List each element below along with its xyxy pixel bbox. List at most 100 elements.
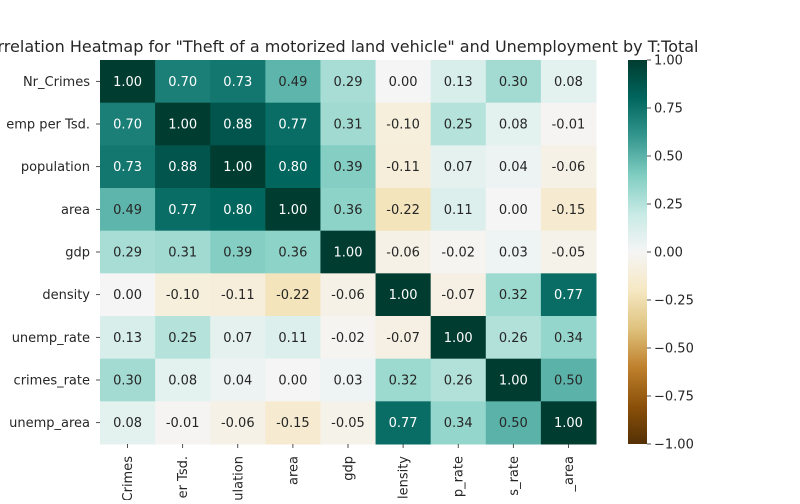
heatmap-cell: [210, 273, 266, 317]
heatmap-cell: [155, 316, 211, 360]
heatmap-cell: [485, 273, 542, 317]
heatmap-cell: [375, 145, 432, 189]
row-label: density: [42, 288, 90, 303]
cell-value-label: 0.08: [113, 416, 142, 431]
heatmap-cell: [265, 145, 321, 189]
colorbar-tick-label: 0.25: [654, 198, 683, 213]
heatmap-cell: [375, 401, 432, 445]
heatmap-cell: [320, 358, 377, 402]
cell-value-label: 0.80: [223, 203, 252, 218]
heatmap-cell: [375, 102, 432, 146]
cell-value-label: 0.07: [444, 160, 473, 175]
cell-value-label: 1.00: [278, 203, 307, 218]
heatmap-cell: [540, 60, 597, 104]
heatmap-cell: [485, 316, 542, 360]
row-label: crimes_rate: [14, 374, 90, 389]
heatmap-cell: [485, 60, 542, 104]
cell-value-label: 0.00: [113, 288, 142, 303]
cell-value-label: 0.80: [278, 160, 307, 175]
cell-value-label: 0.08: [168, 374, 197, 389]
heatmap-cell: [100, 358, 156, 402]
heatmap-cell: [320, 316, 377, 360]
cell-value-label: -0.01: [166, 416, 200, 431]
cell-value-label: 1.00: [444, 331, 473, 346]
heatmap-cell: [100, 102, 156, 146]
heatmap-cell: [375, 316, 432, 360]
cell-value-label: 0.00: [278, 374, 307, 389]
cell-value-label: 0.30: [499, 75, 528, 90]
cell-value-label: 0.04: [499, 160, 528, 175]
cell-value-label: 0.49: [278, 75, 307, 90]
cell-value-label: 0.03: [334, 374, 363, 389]
cell-value-label: 1.00: [334, 246, 363, 261]
heatmap-cell: [265, 230, 321, 274]
cell-value-label: -0.06: [386, 246, 420, 261]
cell-value-label: -0.02: [441, 246, 475, 261]
heatmap-cell: [155, 145, 211, 189]
colorbar-tick-label: 0.75: [654, 102, 683, 117]
colorbar-gradient: [628, 60, 647, 444]
column-label: gdp: [342, 456, 357, 481]
cell-value-label: -0.05: [552, 246, 586, 261]
heatmap-cell: [210, 60, 266, 104]
cell-value-label: 0.88: [223, 118, 252, 133]
cell-value-label: 0.31: [334, 118, 363, 133]
colorbar-tick-label: −0.75: [654, 390, 694, 405]
heatmap-cell: [375, 188, 432, 232]
heatmap-cell: [375, 60, 432, 104]
cell-value-label: 0.50: [499, 416, 528, 431]
cell-value-label: 1.00: [499, 374, 528, 389]
cell-value-label: 0.32: [389, 374, 418, 389]
cell-value-label: 1.00: [223, 160, 252, 175]
heatmap-cell: [430, 273, 487, 317]
heatmap-cell: [320, 230, 377, 274]
cell-value-label: -0.06: [331, 288, 365, 303]
heatmap-cell: [375, 230, 432, 274]
heatmap-cell: [540, 316, 597, 360]
heatmap-cell: [100, 60, 156, 104]
cell-value-label: -0.06: [552, 160, 586, 175]
row-label: gdp: [65, 246, 90, 261]
heatmap-cell: [155, 273, 211, 317]
heatmap-cell: [430, 188, 487, 232]
colorbar-tick-label: 0.00: [654, 246, 683, 261]
column-labels: Crimes er Tsd. ulation area gdp lensity p_rate…: [121, 444, 577, 501]
cell-value-label: 0.29: [334, 75, 363, 90]
cell-value-label: 0.26: [444, 374, 473, 389]
cell-value-label: 0.88: [168, 160, 197, 175]
row-label: unemp_area: [9, 416, 90, 431]
heatmap-cell-labels: 1.00 0.70 0.73 0.49 0.29 0.00 0.13 0.30 0.08 0.70…: [113, 75, 585, 431]
cell-value-label: -0.10: [386, 118, 420, 133]
cell-value-label: 0.13: [113, 331, 142, 346]
cell-value-label: 0.70: [113, 118, 142, 133]
colorbar-tick-label: −1.00: [654, 438, 694, 453]
cell-value-label: 0.00: [499, 203, 528, 218]
heatmap-cell: [430, 145, 487, 189]
cell-value-label: 0.31: [168, 246, 197, 261]
chart-title: rrelation Heatmap for "Theft of a motori…: [0, 37, 699, 56]
heatmap-cell: [210, 316, 266, 360]
cell-value-label: 0.77: [168, 203, 197, 218]
cell-value-label: 0.13: [444, 75, 473, 90]
heatmap-cell: [430, 60, 487, 104]
cell-value-label: -0.02: [331, 331, 365, 346]
cell-value-label: -0.22: [386, 203, 420, 218]
cell-value-label: 1.00: [168, 118, 197, 133]
row-label: unemp_rate: [12, 331, 90, 346]
heatmap-cell: [155, 358, 211, 402]
heatmap-cell: [210, 102, 266, 146]
cell-value-label: 0.04: [223, 374, 252, 389]
heatmap-cell: [265, 273, 321, 317]
heatmap-cell: [265, 188, 321, 232]
heatmap-cell: [100, 401, 156, 445]
cell-value-label: 0.34: [444, 416, 473, 431]
heatmap-cell: [430, 102, 487, 146]
heatmap-cell: [155, 102, 211, 146]
cell-value-label: -0.10: [166, 288, 200, 303]
heatmap-cell: [540, 102, 597, 146]
cell-value-label: 1.00: [389, 288, 418, 303]
cell-value-label: -0.01: [552, 118, 586, 133]
cell-value-label: -0.07: [441, 288, 475, 303]
heatmap-cell: [320, 145, 377, 189]
